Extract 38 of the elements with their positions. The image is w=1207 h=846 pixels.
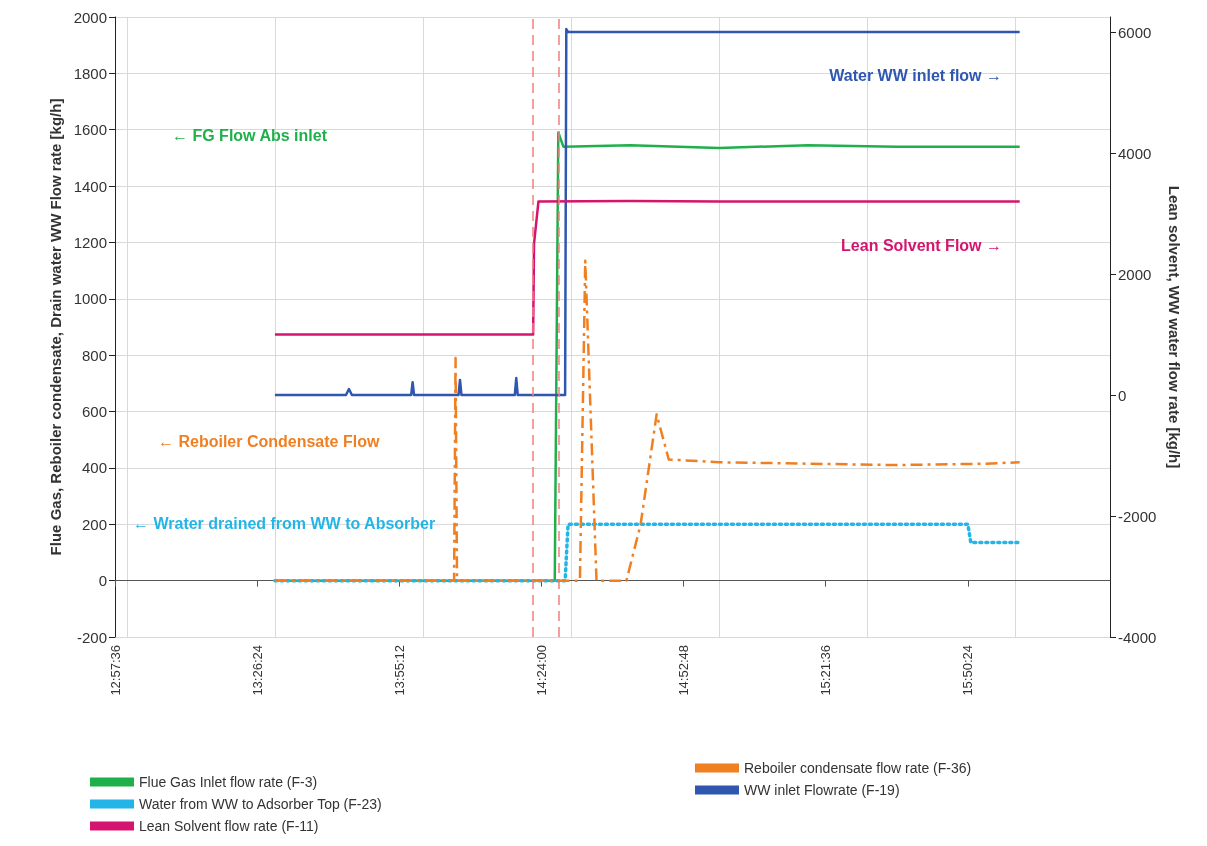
y-axis-title: Flue Gas, Reboiler condensate, Drain water WW Flow rate [kg/h] <box>46 98 64 556</box>
annotation: Lean Solvent Flow → <box>841 236 1002 254</box>
x-tick-label: 12:57:36 <box>107 645 123 696</box>
legend-label: Water from WW to Adsorber Top (F-23) <box>139 796 382 812</box>
x-tick-label: 14:24:00 <box>533 645 549 696</box>
y-tick-label: 1000 <box>73 290 107 308</box>
y-tick-label: 1200 <box>73 233 107 251</box>
y-tick-label: 400 <box>81 459 107 477</box>
y2-tick-label: 4000 <box>1118 144 1152 162</box>
legend-label: WW inlet Flowrate (F-19) <box>744 782 900 798</box>
y-tick-label: 200 <box>81 515 107 533</box>
y2-tick-label: 2000 <box>1118 265 1152 283</box>
annotation: Water WW inlet flow → <box>829 66 1002 84</box>
y-tick-label: 0 <box>98 572 107 590</box>
x-tick-label: 15:21:36 <box>818 645 834 696</box>
y-tick-label: 800 <box>81 346 107 364</box>
x-tick-label: 14:52:48 <box>676 645 692 696</box>
y2-tick-label: -4000 <box>1118 628 1157 646</box>
y2-tick-label: 0 <box>1118 386 1127 404</box>
y-tick-label: 600 <box>81 403 107 421</box>
legend-label: Lean Solvent flow rate (F-11) <box>139 818 319 834</box>
y-tick-label: 2000 <box>73 8 107 26</box>
y-tick-label: 1400 <box>73 177 107 195</box>
x-tick-label: 13:55:12 <box>391 645 407 696</box>
y2-tick-label: 6000 <box>1118 23 1152 41</box>
annotation: ← FG Flow Abs inlet <box>172 126 328 144</box>
legend-label: Flue Gas Inlet flow rate (F-3) <box>139 774 318 790</box>
y-tick-label: 1600 <box>73 121 107 139</box>
line-series <box>273 199 1021 336</box>
annotation: ← Wrater drained from WW to Absorber <box>133 514 436 532</box>
annotation: ← Reboiler Condensate Flow <box>158 432 380 450</box>
y-tick-label: -200 <box>76 628 107 646</box>
x-tick-label: 13:26:24 <box>249 645 265 696</box>
x-tick-label: 15:50:24 <box>960 645 976 696</box>
y2-axis-title: Lean solvent, WW water flow rate [kg/h] <box>1166 185 1184 469</box>
y2-tick-label: -2000 <box>1118 507 1157 525</box>
legend-label: Reboiler condensate flow rate (F-36) <box>744 760 972 776</box>
y-tick-label: 1800 <box>73 64 107 82</box>
